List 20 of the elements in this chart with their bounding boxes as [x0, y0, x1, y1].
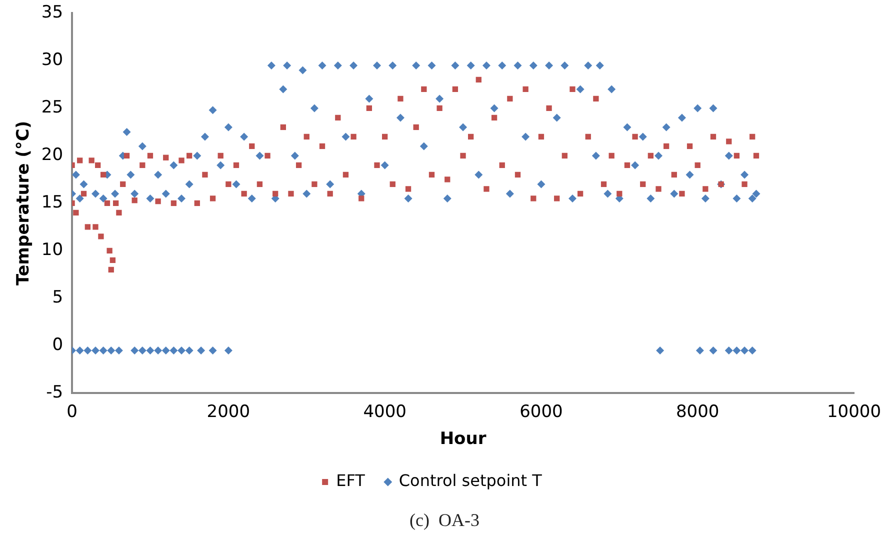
y-tick-label: -5 [46, 382, 64, 403]
y-tick-label: 15 [41, 192, 64, 213]
y-tick-label: 10 [41, 240, 64, 260]
x-tick-label: 4000 [363, 402, 406, 422]
y-tick-label: 30 [41, 50, 64, 70]
text: (c) OA-3 [408, 510, 480, 531]
x-tick-label: 2000 [206, 402, 250, 422]
y-tick-label: 0 [52, 335, 64, 356]
y-tick-label: 20 [41, 145, 64, 166]
y-axis-title: Temperature (°C) [14, 120, 34, 286]
y-tick-label: 35 [41, 2, 64, 23]
x-tick-label: 8000 [676, 402, 720, 422]
y-tick-label: 25 [41, 98, 64, 118]
y-tick-label: 5 [52, 288, 64, 308]
legend-label: Control setpoint T [398, 471, 542, 490]
x-tick-label: 6000 [520, 402, 563, 422]
x-axis-title: Hour [440, 429, 487, 450]
x-tick-label: 0 [66, 402, 78, 422]
legend-label: EFT [336, 471, 366, 490]
x-tick-label: 10000 [826, 402, 882, 422]
